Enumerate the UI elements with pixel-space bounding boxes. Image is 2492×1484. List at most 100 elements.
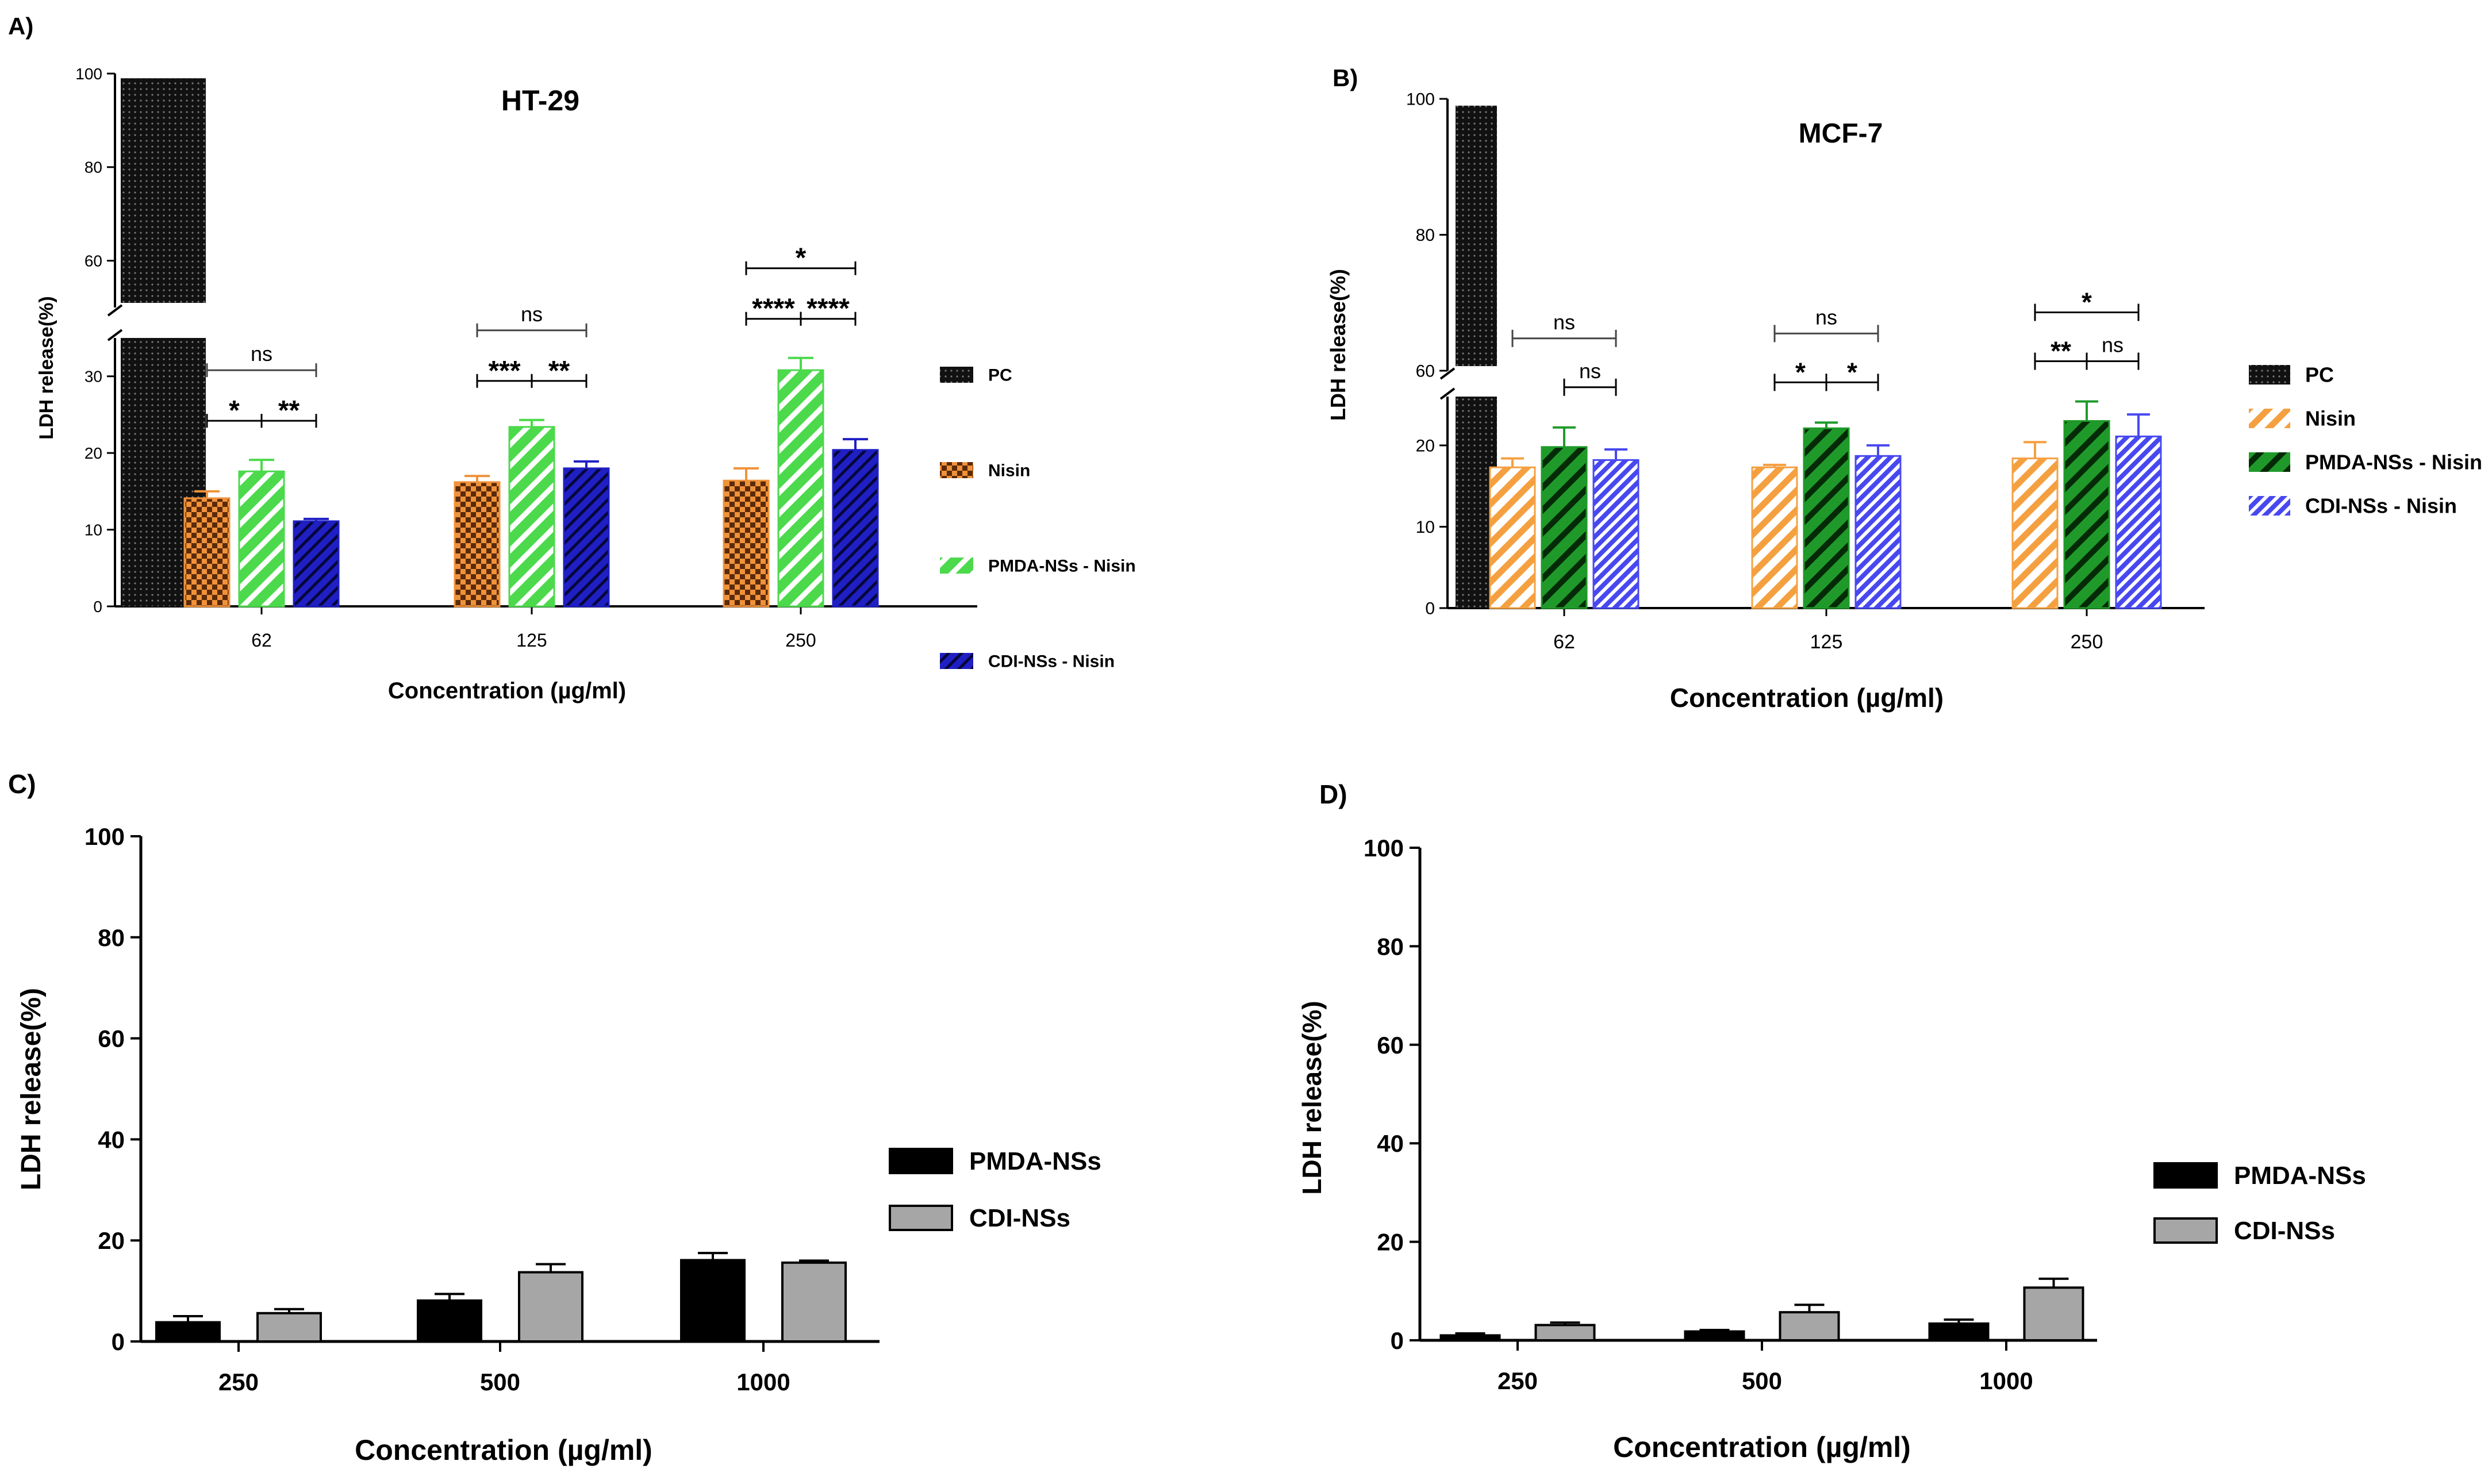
legend-label: PMDA-NSs xyxy=(2234,1162,2366,1190)
panel-a-xlabel: Concentration (µg/ml) xyxy=(388,678,626,703)
axis-break-mark xyxy=(107,304,123,317)
legend-label: PC xyxy=(988,366,1012,385)
significance-label: **** xyxy=(807,294,850,324)
y-tick-label: 0 xyxy=(112,1328,125,1355)
axis-break-mark xyxy=(1439,367,1456,380)
x-tick-label: 125 xyxy=(516,630,547,651)
y-tick-label: 10 xyxy=(85,521,102,539)
y-tick-label: 20 xyxy=(1377,1229,1404,1256)
x-tick-label: 500 xyxy=(480,1368,520,1395)
y-tick-label: 80 xyxy=(1416,226,1435,245)
x-tick-label: 250 xyxy=(218,1368,259,1395)
bar-pmda-nss xyxy=(1684,1330,1745,1341)
panel-a-label: A) xyxy=(8,13,33,40)
significance-label: * xyxy=(1847,357,1857,387)
bar-pmda-nss xyxy=(1928,1322,1990,1342)
significance-label: ** xyxy=(548,356,570,386)
bar-nisin xyxy=(183,497,231,608)
bar-pc-upper xyxy=(121,78,206,303)
panel-c: C) LDH release(%) Concentration (µg/ml) … xyxy=(8,769,1101,1466)
bar-nisin xyxy=(723,479,770,608)
x-tick-label: 1000 xyxy=(736,1368,790,1395)
panel-a-ylabel: LDH release(%) xyxy=(36,296,57,439)
bar-pmda-nss xyxy=(680,1259,746,1343)
significance-label: ns xyxy=(1579,359,1601,383)
significance-label: * xyxy=(796,243,807,274)
significance-label: ** xyxy=(2051,336,2071,366)
bar-pmda-nss-nisin xyxy=(2063,420,2110,609)
x-tick-label: 1000 xyxy=(1979,1367,2033,1394)
panel-c-label: C) xyxy=(8,769,36,799)
bar-nisin xyxy=(1489,466,1536,609)
legend-label: CDI-NSs xyxy=(2234,1217,2335,1245)
legend-swatch xyxy=(2249,496,2290,516)
legend-swatch xyxy=(2249,452,2290,472)
legend-label: CDI-NSs - Nisin xyxy=(988,652,1115,671)
bar-cdi-nss-nisin xyxy=(1592,459,1639,609)
y-tick-label: 20 xyxy=(85,444,102,462)
bar-pmda-nss xyxy=(1439,1334,1501,1341)
legend-label: Nisin xyxy=(2305,407,2356,430)
legend-swatch xyxy=(940,462,973,478)
y-tick-label: 0 xyxy=(93,598,102,616)
bar-pmda-nss-nisin xyxy=(508,426,555,608)
bar-cdi-nss xyxy=(1534,1324,1596,1342)
bar-cdi-nss xyxy=(518,1271,583,1343)
bar-cdi-nss xyxy=(256,1312,322,1343)
legend-swatch xyxy=(2249,365,2290,385)
bar-nisin xyxy=(454,481,501,608)
panel-d-xlabel: Concentration (µg/ml) xyxy=(1613,1431,1911,1463)
panel-b-ylabel: LDH release(%) xyxy=(1326,269,1350,421)
legend-label: PMDA-NSs xyxy=(969,1147,1101,1175)
significance-label: * xyxy=(229,395,240,426)
panel-b-xlabel: Concentration (µg/ml) xyxy=(1670,683,1944,713)
significance-label: ns xyxy=(521,302,543,326)
legend-label: CDI-NSs xyxy=(969,1204,1070,1232)
y-tick-label: 60 xyxy=(1416,362,1435,381)
bar-pmda-nss-nisin xyxy=(777,369,824,608)
legend-label: CDI-NSs - Nisin xyxy=(2305,494,2457,518)
x-tick-label: 250 xyxy=(785,630,816,651)
significance-label: **** xyxy=(752,294,795,324)
bar-pmda-nss-nisin xyxy=(1541,446,1588,609)
y-tick-label: 100 xyxy=(75,65,102,83)
x-tick-label: 62 xyxy=(251,630,272,651)
y-tick-label: 40 xyxy=(98,1126,125,1153)
x-tick-label: 500 xyxy=(1742,1367,1782,1394)
y-tick-label: 10 xyxy=(1416,518,1435,537)
bar-cdi-nss-nisin xyxy=(2115,435,2162,609)
significance-label: ns xyxy=(2102,333,2124,356)
bar-pc-upper xyxy=(1456,105,1497,366)
y-tick-label: 60 xyxy=(85,252,102,270)
bar-nisin xyxy=(2011,457,2059,609)
panel-c-ylabel: LDH release(%) xyxy=(16,988,47,1190)
significance-label: ** xyxy=(278,395,300,426)
panel-d-plot: 0 20 40 60 80 100 250 500 1000 PMDA-NSs CDI-NSs xyxy=(1364,835,2366,1394)
x-tick-label: 62 xyxy=(1553,631,1575,653)
bar-pmda-nss xyxy=(417,1299,482,1343)
bar-nisin xyxy=(1751,466,1798,609)
y-tick-label: 20 xyxy=(98,1227,125,1254)
panel-b-label: B) xyxy=(1333,64,1358,91)
y-tick-label: 0 xyxy=(1425,599,1435,618)
bar-cdi-nss-nisin xyxy=(1854,455,1902,609)
legend-swatch xyxy=(940,653,973,669)
significance-label: ns xyxy=(1553,310,1575,334)
y-tick-label: 60 xyxy=(98,1025,125,1052)
y-tick-label: 0 xyxy=(1391,1327,1404,1354)
legend-label: PMDA-NSs - Nisin xyxy=(988,557,1136,576)
panel-d: D) LDH release(%) Concentration (µg/ml) … xyxy=(1297,779,2366,1463)
panel-d-ylabel: LDH release(%) xyxy=(1297,1001,1327,1194)
y-tick-label: 30 xyxy=(85,368,102,386)
significance-label: ns xyxy=(251,342,272,366)
legend-swatch xyxy=(940,367,973,383)
bar-pmda-nss xyxy=(155,1321,221,1343)
bar-cdi-nss-nisin xyxy=(563,467,610,608)
panel-b-title: MCF-7 xyxy=(1799,118,1883,149)
bar-cdi-nss-nisin xyxy=(293,520,340,608)
bar-cdi-nss xyxy=(781,1261,847,1343)
legend-swatch xyxy=(940,558,973,574)
